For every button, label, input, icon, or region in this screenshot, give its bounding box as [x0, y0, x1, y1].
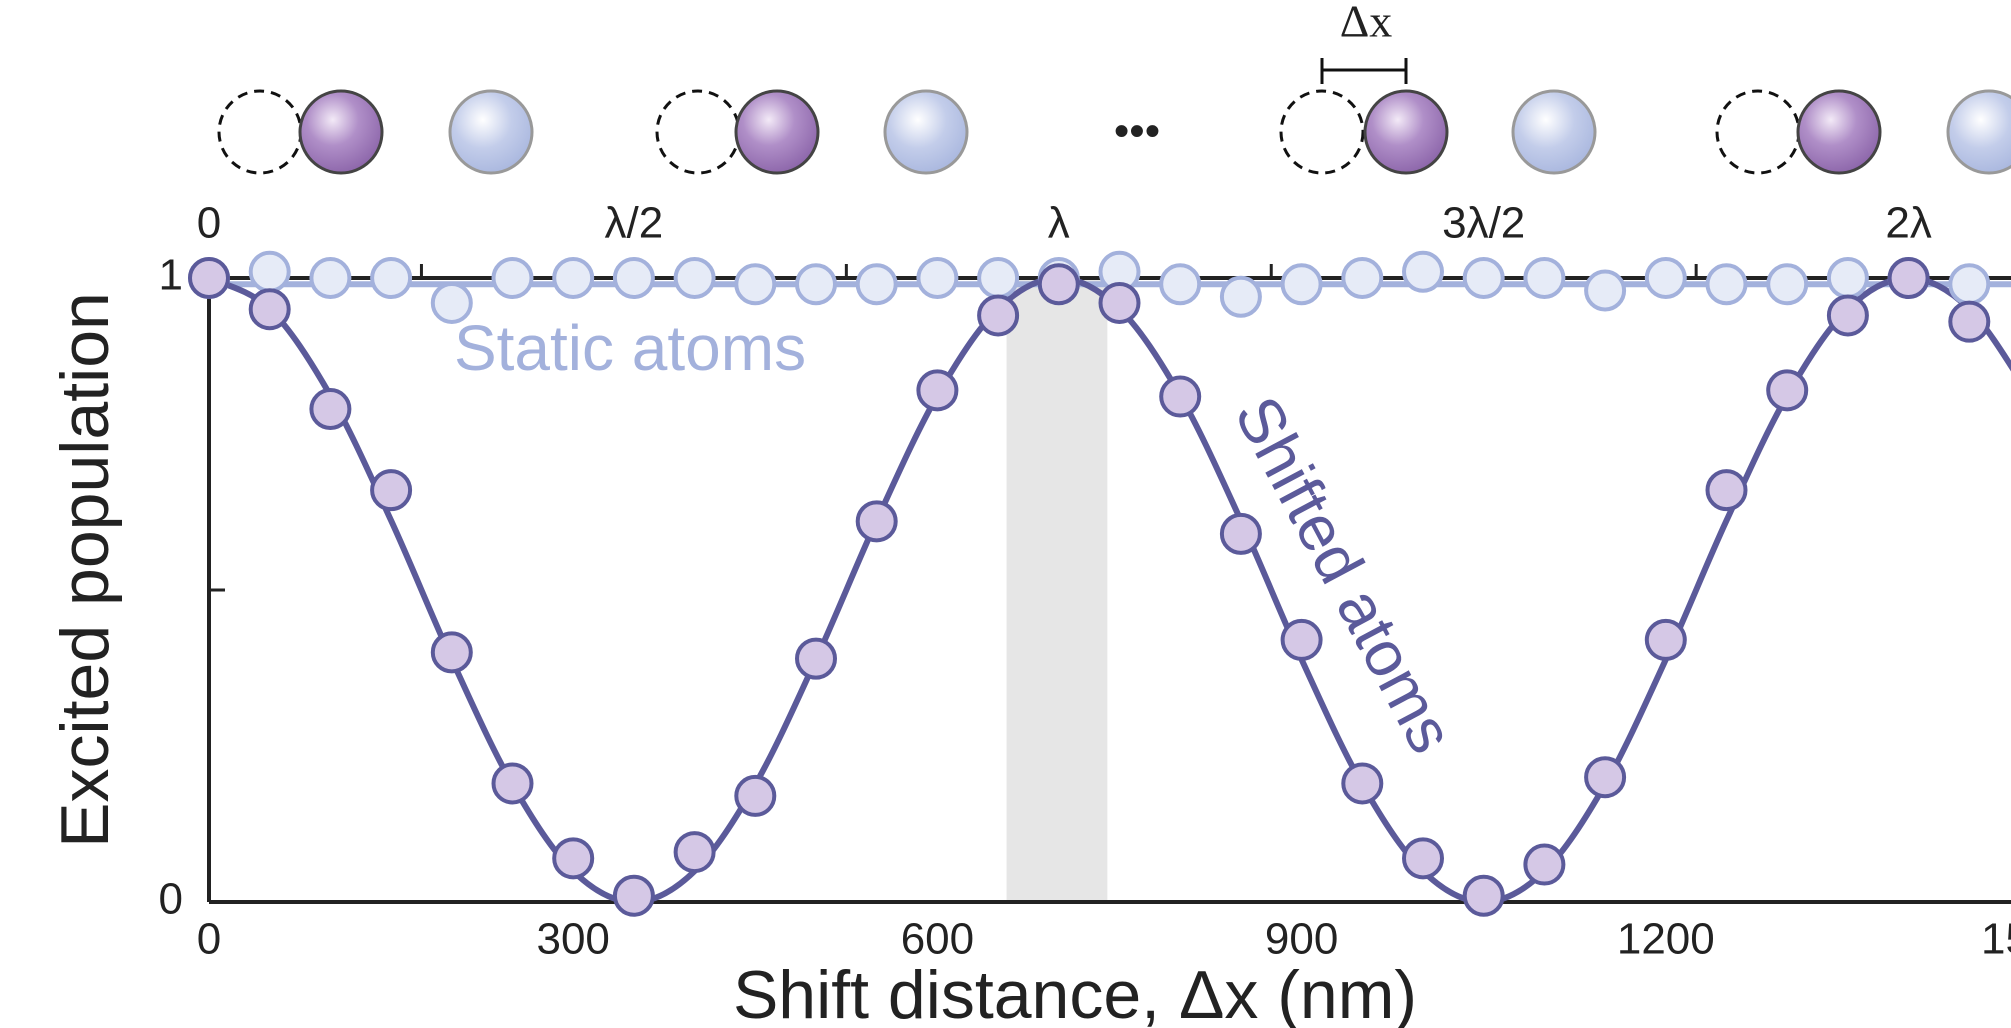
data-point — [309, 388, 352, 431]
shifted-atom — [1363, 89, 1449, 175]
data-point — [673, 257, 716, 299]
data-point — [188, 257, 230, 299]
data-point — [430, 631, 473, 674]
static-atom — [1511, 89, 1597, 175]
data-point — [1280, 263, 1323, 306]
data-point — [1705, 469, 1748, 512]
data-point — [1159, 375, 1202, 418]
shift-bracket — [1320, 58, 1408, 84]
data-point — [1948, 300, 1991, 343]
data-point — [552, 837, 595, 880]
data-point — [491, 762, 534, 805]
data-point — [309, 257, 352, 299]
data-point — [1826, 257, 1869, 299]
series-label: Shifted atoms — [1221, 385, 1468, 764]
static-atom — [1946, 89, 2011, 175]
data-point — [795, 263, 837, 306]
data-point — [1644, 257, 1687, 299]
top-tick-label: 0 — [197, 199, 221, 248]
static-atom — [448, 89, 534, 175]
shifted-atom — [298, 89, 384, 175]
data-point — [370, 257, 413, 299]
data-point — [916, 369, 959, 412]
data-point — [430, 281, 473, 324]
data-point — [1523, 843, 1566, 886]
x-tick-label: 900 — [1265, 915, 1338, 964]
static-atom — [883, 89, 969, 175]
top-tick-label: λ/2 — [605, 199, 664, 248]
vacant-site — [655, 89, 741, 175]
data-point — [248, 288, 291, 331]
data-point — [1159, 263, 1202, 306]
data-point — [1523, 257, 1566, 299]
x-tick-label: 300 — [536, 915, 609, 964]
data-point — [1462, 257, 1505, 299]
data-point — [1341, 762, 1384, 805]
top-tick-label: 2λ — [1885, 199, 1931, 248]
data-point — [734, 774, 777, 817]
data-point — [1584, 756, 1627, 799]
data-point — [1037, 263, 1080, 306]
x-tick-label: 1200 — [1617, 915, 1715, 964]
shifted-atom — [1796, 89, 1882, 175]
data-point — [1462, 874, 1505, 917]
top-tick-label: λ — [1048, 199, 1070, 248]
y-tick-label: 0 — [159, 875, 183, 924]
data-point — [977, 257, 1020, 299]
data-point — [612, 257, 655, 299]
ellipsis: ••• — [1114, 107, 1160, 156]
data-point — [1341, 257, 1384, 299]
shaded-region — [1006, 278, 1108, 902]
data-point — [673, 831, 716, 874]
data-point — [977, 294, 1020, 337]
data-point — [1826, 294, 1869, 337]
series-label: Static atoms — [454, 312, 806, 384]
x-axis-label: Shift distance, Δx (nm) — [733, 957, 1417, 1028]
data-point — [1219, 512, 1262, 555]
atom-group — [217, 89, 534, 175]
atom-schematic: ••• Δx — [217, 0, 2011, 175]
data-point — [1219, 275, 1262, 318]
data-point — [734, 263, 777, 306]
data-point — [916, 257, 959, 299]
x-tick-label: 1500 — [1981, 915, 2011, 964]
vacant-site — [217, 89, 303, 175]
data-point — [370, 469, 413, 512]
data-point — [1766, 369, 1809, 412]
data-point — [491, 257, 534, 299]
data-point — [855, 263, 898, 306]
data-point — [552, 257, 595, 299]
atom-group — [1715, 89, 2011, 175]
data-point — [1644, 618, 1687, 661]
vacant-site — [1715, 89, 1801, 175]
shift-label: Δx — [1340, 0, 1393, 47]
data-point — [1402, 250, 1444, 293]
data-point — [1098, 281, 1141, 324]
vacant-site — [1279, 89, 1365, 175]
data-point — [1280, 618, 1323, 661]
x-tick-label: 0 — [197, 915, 221, 964]
data-point — [855, 500, 898, 543]
data-point — [1948, 263, 1991, 306]
y-tick-label: 1 — [159, 251, 183, 300]
atom-group — [1279, 89, 1597, 175]
top-tick-label: 3λ/2 — [1442, 199, 1525, 248]
data-point — [1887, 257, 1930, 299]
data-point — [1705, 263, 1748, 306]
data-point — [1584, 269, 1627, 312]
atom-group — [655, 89, 969, 175]
data-point — [248, 250, 291, 293]
shifted-atom — [734, 89, 820, 175]
data-point — [1402, 837, 1444, 880]
data-point — [612, 874, 655, 917]
data-point — [795, 637, 837, 680]
y-axis-label: Excited population — [47, 292, 123, 848]
data-point — [1766, 263, 1809, 306]
x-tick-label: 600 — [901, 915, 974, 964]
